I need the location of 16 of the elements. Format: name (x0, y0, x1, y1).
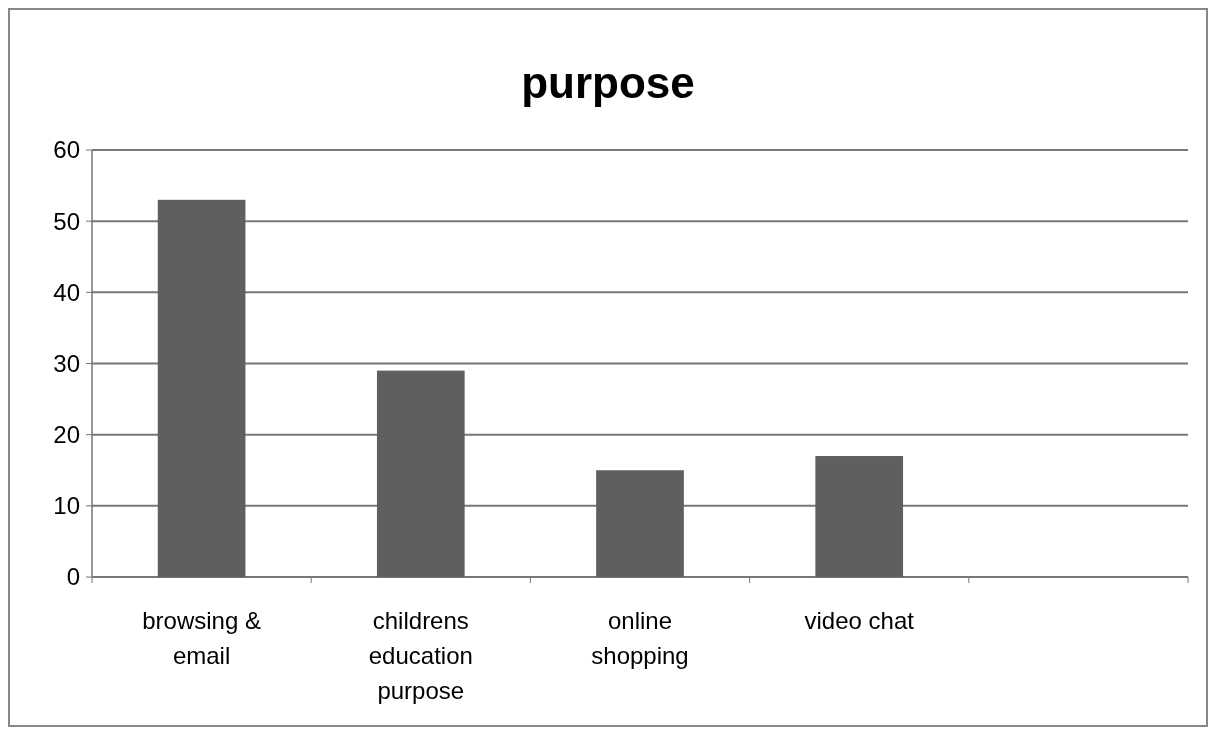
x-tick-label: video chat (804, 607, 915, 634)
y-tick-label: 10 (53, 492, 80, 520)
y-tick-label: 30 (53, 349, 80, 377)
y-tick-label: 0 (66, 563, 80, 591)
bar (376, 370, 465, 577)
bar (815, 456, 904, 577)
y-tick-label: 60 (53, 136, 80, 164)
y-tick-label: 20 (53, 421, 80, 449)
x-tick-label: online shopping (591, 607, 689, 669)
chart-title: purpose (521, 58, 695, 107)
y-tick-label: 50 (53, 207, 80, 235)
bar (596, 470, 684, 577)
x-tick-label: browsing & email (142, 607, 261, 669)
bar (157, 199, 246, 577)
x-tick-label: childrens education purpose (368, 607, 473, 704)
y-tick-label: 40 (53, 278, 80, 306)
